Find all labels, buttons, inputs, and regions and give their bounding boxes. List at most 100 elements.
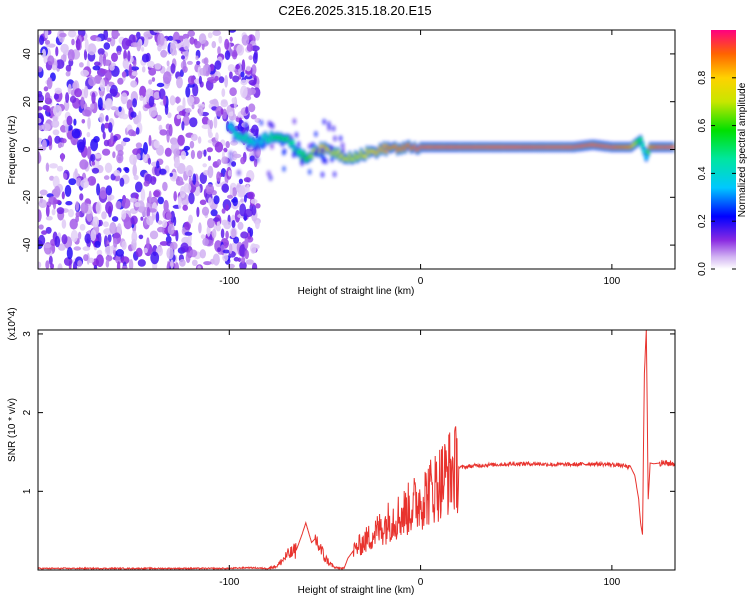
heatmap-cell <box>206 225 211 237</box>
heatmap-cell <box>220 100 229 108</box>
plot1-ytick-label: -40 <box>22 237 33 252</box>
heatmap-cell <box>198 33 207 45</box>
heatmap-cell <box>174 156 181 168</box>
heatmap-cell <box>107 196 112 202</box>
heatmap-cell <box>39 35 45 46</box>
heatmap-cell <box>211 228 217 239</box>
heatmap-cell <box>162 95 167 106</box>
heatmap-cell <box>251 64 257 75</box>
plot1-yaxis: -40 -20 0 20 40 <box>22 48 675 252</box>
heatmap-cell <box>237 200 241 208</box>
heatmap-cell <box>250 114 257 120</box>
heatmap-cell <box>66 246 73 260</box>
snr-series-line <box>38 330 675 570</box>
colorbar: 0.0 0.2 0.4 0.6 0.8 Normalized spectral ampl… <box>697 30 748 276</box>
heatmap-cell <box>103 42 111 50</box>
heatmap-cell <box>64 184 72 197</box>
heatmap-cell <box>136 41 141 52</box>
heatmap-cell <box>182 97 186 110</box>
heatmap-cell <box>84 233 91 244</box>
plot2-yaxis: 1 2 3 <box>22 331 675 494</box>
heatmap-cell <box>201 124 210 130</box>
heatmap-cell <box>222 253 229 262</box>
heatmap-cell <box>340 142 345 149</box>
heatmap-cell <box>148 67 157 76</box>
heatmap-cell <box>216 220 221 231</box>
heatmap-cell <box>208 131 213 139</box>
heatmap-cell <box>332 171 337 178</box>
heatmap-cell <box>132 148 141 156</box>
heatmap-cell <box>73 118 77 126</box>
heatmap-cell <box>97 48 105 56</box>
heatmap-cell <box>231 97 236 104</box>
heatmap-cell <box>308 143 312 150</box>
heatmap-cell <box>105 69 112 81</box>
heatmap-cell <box>205 183 215 195</box>
heatmap-cell <box>153 190 161 198</box>
heatmap-cell <box>50 263 54 269</box>
heatmap-cell <box>79 62 84 68</box>
heatmap-cell <box>231 161 237 167</box>
heatmap-cell <box>217 247 222 253</box>
heatmap-cell <box>132 59 137 67</box>
heatmap-cell <box>169 95 176 106</box>
heatmap-cell <box>151 77 156 82</box>
heatmap-cell <box>130 111 137 118</box>
heatmap-cell <box>51 119 60 128</box>
heatmap-cell <box>185 112 189 119</box>
heatmap-cell <box>132 164 137 177</box>
heatmap-cell <box>170 259 174 269</box>
heatmap-cell <box>230 140 238 146</box>
heatmap-cell <box>49 163 58 169</box>
heatmap-cell <box>38 209 42 223</box>
heatmap-cell <box>107 233 112 243</box>
heatmap-cell <box>246 43 254 52</box>
heatmap-cell <box>60 43 69 54</box>
heatmap-cell <box>241 34 250 46</box>
heatmap-cell <box>65 64 72 72</box>
heatmap-cell <box>231 228 237 239</box>
heatmap-cell <box>179 186 186 199</box>
heatmap-cell <box>188 176 192 185</box>
heatmap-cell <box>245 259 254 265</box>
plot1-xtick-label: 0 <box>418 276 424 287</box>
heatmap-cell <box>45 205 50 217</box>
heatmap-cell <box>130 66 140 71</box>
heatmap-cell <box>153 140 160 149</box>
heatmap-cell <box>41 48 47 59</box>
heatmap-cell <box>43 242 53 255</box>
heatmap-cell <box>167 223 175 235</box>
heatmap-cell <box>105 115 109 122</box>
heatmap-cell <box>104 245 114 256</box>
heatmap-cell <box>47 43 56 48</box>
heatmap-cell <box>166 60 170 67</box>
heatmap-cell <box>61 191 65 200</box>
heatmap-cell <box>81 119 86 124</box>
heatmap-cell <box>53 93 60 100</box>
heatmap-cell <box>260 143 265 150</box>
heatmap-cell <box>257 134 262 141</box>
heatmap-cell <box>259 119 264 126</box>
heatmap-cell <box>109 88 117 95</box>
heatmap-cell <box>120 140 127 147</box>
heatmap-cell <box>294 131 299 138</box>
heatmap-cell <box>95 37 102 42</box>
heatmap-cell <box>143 31 153 38</box>
heatmap-cell <box>111 216 119 222</box>
heatmap-cell <box>237 221 244 230</box>
heatmap-cell <box>300 160 304 167</box>
spectrogram-panel: -100 0 100 -40 -20 0 20 40 Height of straight … <box>7 29 676 297</box>
heatmap-cell <box>150 176 157 185</box>
heatmap-cell <box>102 131 106 140</box>
heatmap-cell <box>240 156 246 165</box>
heatmap-cell <box>54 235 61 248</box>
colorbar-label: Normalized spectral amplitude <box>737 82 748 217</box>
heatmap-cell <box>224 75 229 88</box>
heatmap-cell <box>180 150 187 160</box>
heatmap-cell <box>45 260 50 269</box>
heatmap-cell <box>117 149 124 157</box>
heatmap-cell <box>166 247 174 260</box>
heatmap-cell <box>154 63 162 70</box>
heatmap-cell <box>135 127 140 135</box>
heatmap-cell <box>186 60 193 65</box>
